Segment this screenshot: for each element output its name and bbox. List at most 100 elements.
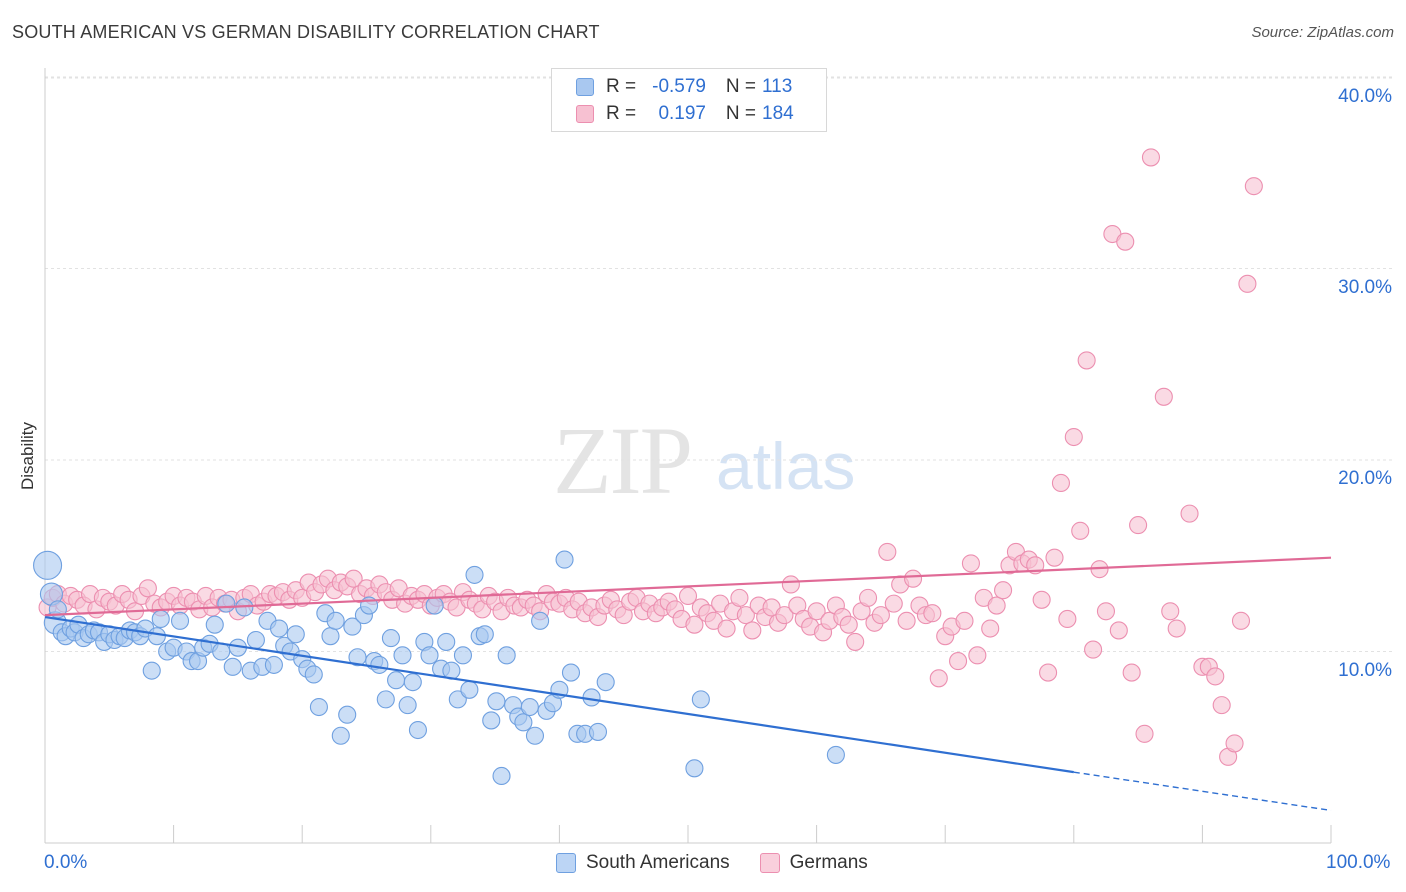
point-south-americans xyxy=(497,646,516,665)
point-south-americans xyxy=(531,611,550,630)
legend-n-label: N = xyxy=(725,103,756,124)
point-germans xyxy=(884,594,903,613)
point-south-americans xyxy=(561,663,581,682)
x-tick-min: 0.0% xyxy=(44,852,88,873)
point-germans xyxy=(994,581,1013,600)
watermark-atlas: atlas xyxy=(716,429,856,503)
point-south-americans xyxy=(403,673,422,692)
point-south-americans xyxy=(304,665,323,684)
point-germans xyxy=(1206,667,1225,686)
y-tick-30: 30.0% xyxy=(1338,277,1392,298)
point-south-americans xyxy=(437,632,456,651)
y-tick-10: 10.0% xyxy=(1338,660,1392,681)
point-germans xyxy=(961,554,980,573)
legend-n-value: 184 xyxy=(762,103,794,124)
point-germans xyxy=(1032,590,1051,609)
chart-title: SOUTH AMERICAN VS GERMAN DISABILITY CORR… xyxy=(12,22,600,42)
point-south-americans xyxy=(270,619,289,638)
point-germans xyxy=(1058,609,1077,628)
y-axis-label: Disability xyxy=(18,421,37,491)
point-south-americans xyxy=(482,711,501,730)
point-germans xyxy=(968,646,987,665)
point-germans xyxy=(781,575,800,594)
point-germans xyxy=(717,619,736,638)
point-germans xyxy=(743,621,762,640)
point-south-americans xyxy=(453,646,473,665)
point-south-americans xyxy=(331,726,350,745)
correlation-legend: R = -0.579 N = 113 R = 0.197 N = 184 xyxy=(551,68,827,132)
legend-label-germans: Germans xyxy=(789,852,868,873)
point-south-americans xyxy=(514,713,533,732)
point-germans xyxy=(1135,724,1154,743)
legend-n-value: 113 xyxy=(762,76,793,97)
point-germans xyxy=(955,611,974,630)
point-germans xyxy=(1064,427,1083,447)
point-south-americans xyxy=(408,720,427,740)
point-germans xyxy=(929,669,948,688)
source-label: Source: ZipAtlas.com xyxy=(1251,24,1394,41)
point-germans xyxy=(1109,621,1128,640)
point-germans xyxy=(1071,521,1090,540)
point-south-americans xyxy=(691,690,710,709)
point-germans xyxy=(987,596,1006,615)
point-germans xyxy=(1141,148,1161,167)
point-germans xyxy=(730,588,749,607)
point-south-americans xyxy=(223,657,242,676)
point-south-americans xyxy=(387,671,406,690)
point-south-americans xyxy=(321,627,340,646)
point-south-americans xyxy=(520,697,539,717)
point-south-americans xyxy=(425,596,444,615)
legend-swatch-blue xyxy=(576,78,594,96)
point-germans xyxy=(775,606,794,625)
point-germans xyxy=(1122,663,1141,682)
point-germans xyxy=(878,542,897,561)
point-germans xyxy=(871,606,890,625)
legend-swatch-pink xyxy=(576,105,594,123)
point-germans xyxy=(1084,640,1103,659)
point-south-americans xyxy=(142,661,161,680)
point-germans xyxy=(1225,734,1244,753)
point-south-americans xyxy=(492,766,511,786)
trendline-south-americans-extension xyxy=(1073,771,1332,812)
legend-r-label: R = xyxy=(606,103,637,124)
point-germans xyxy=(1238,274,1257,293)
point-south-americans xyxy=(338,705,357,724)
point-south-americans xyxy=(217,594,236,613)
point-germans xyxy=(344,569,363,588)
legend-item-south-americans[interactable]: South Americans xyxy=(556,852,730,874)
point-south-americans xyxy=(309,697,328,717)
point-germans xyxy=(685,615,704,634)
point-germans xyxy=(1161,602,1180,621)
point-south-americans xyxy=(246,630,265,650)
legend-r-value: -0.579 xyxy=(652,76,706,97)
point-germans xyxy=(1180,504,1199,523)
legend-item-germans[interactable]: Germans xyxy=(759,852,868,874)
point-south-americans xyxy=(487,692,506,711)
series-legend: South Americans Germans xyxy=(556,852,898,874)
point-south-americans xyxy=(460,680,479,699)
point-south-americans xyxy=(326,611,345,630)
point-south-americans xyxy=(475,625,494,644)
point-south-americans xyxy=(147,627,166,646)
point-germans xyxy=(846,632,865,651)
legend-n-label: N = xyxy=(725,76,756,97)
point-south-americans xyxy=(370,655,389,674)
point-south-americans xyxy=(588,722,608,741)
point-south-americans xyxy=(826,745,845,764)
legend-swatch-south-americans xyxy=(556,853,576,873)
point-south-americans xyxy=(381,629,400,648)
trendline-south-americans xyxy=(44,615,1074,774)
point-south-americans xyxy=(376,690,395,709)
point-germans xyxy=(736,606,755,625)
point-germans xyxy=(1244,177,1263,196)
legend-label-south-americans: South Americans xyxy=(586,852,730,873)
point-south-americans xyxy=(264,655,283,674)
point-south-americans xyxy=(555,550,574,569)
point-south-americans xyxy=(596,673,615,692)
point-south-americans xyxy=(398,696,417,715)
point-germans xyxy=(897,611,916,630)
point-germans xyxy=(1051,473,1070,493)
point-germans xyxy=(858,588,878,607)
point-germans xyxy=(1077,351,1096,370)
point-germans xyxy=(1026,556,1045,575)
